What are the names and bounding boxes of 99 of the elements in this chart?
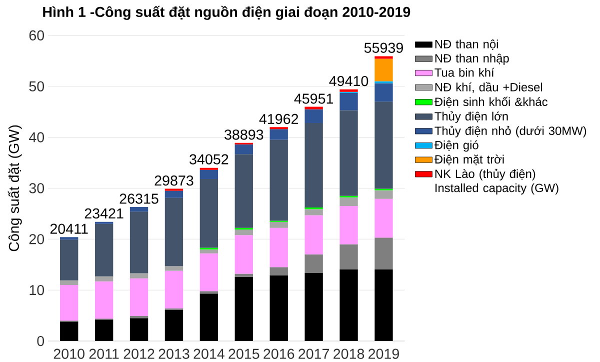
bar bbox=[374, 269, 393, 341]
annotation: 45951 bbox=[294, 93, 334, 104]
legend-label: Tua bin khí bbox=[434, 68, 494, 77]
bar bbox=[130, 318, 148, 341]
y-tick-label: 30 bbox=[29, 183, 44, 194]
bar bbox=[304, 215, 323, 254]
bar bbox=[340, 206, 358, 244]
x-tick-label: 2010 bbox=[54, 348, 84, 359]
bar bbox=[130, 278, 148, 316]
bar bbox=[164, 310, 184, 341]
bar bbox=[94, 320, 114, 341]
bar bbox=[234, 276, 253, 341]
legend-label: Điện sinh khối &khác bbox=[434, 96, 548, 108]
y-tick-label: 0 bbox=[37, 336, 44, 346]
bar bbox=[374, 198, 393, 238]
bar bbox=[270, 128, 288, 140]
bar bbox=[60, 280, 78, 285]
x-tick-label: 2016 bbox=[264, 348, 294, 359]
bar bbox=[200, 290, 218, 294]
annotation: 29873 bbox=[154, 175, 194, 186]
bar bbox=[234, 154, 253, 228]
legend-label: NĐ than nội bbox=[435, 39, 498, 50]
x-tick-label: 2017 bbox=[298, 348, 330, 359]
legend-label: Điện gió bbox=[434, 140, 478, 152]
bar bbox=[340, 244, 358, 270]
bar bbox=[164, 190, 184, 198]
bar bbox=[340, 89, 358, 92]
bar bbox=[374, 56, 393, 59]
bar bbox=[60, 240, 78, 280]
bar bbox=[130, 273, 148, 278]
chart-title: Hình 1 -Công suất đặt nguồn điện giai đoạn 2010-2019 bbox=[43, 6, 410, 20]
bar bbox=[60, 284, 78, 321]
y-tick-label: 10 bbox=[30, 284, 44, 296]
annotation: 49410 bbox=[329, 76, 368, 86]
bar bbox=[270, 228, 288, 268]
bar bbox=[374, 58, 393, 82]
x-tick-label: 2011 bbox=[89, 348, 119, 359]
bar bbox=[374, 190, 393, 199]
annotation: 55939 bbox=[364, 42, 403, 53]
y-tick-label: 60 bbox=[29, 30, 44, 40]
bar bbox=[234, 144, 253, 154]
annotation: 20411 bbox=[50, 224, 88, 234]
bar bbox=[164, 266, 184, 271]
y-axis-title: Công suất đặt (GW) bbox=[8, 125, 22, 252]
bar bbox=[304, 109, 323, 123]
bar bbox=[164, 198, 184, 266]
bar bbox=[94, 224, 114, 276]
x-tick-label: 2013 bbox=[158, 348, 190, 359]
x-tick-label: 2015 bbox=[228, 348, 260, 359]
annotation: 41962 bbox=[259, 114, 298, 124]
bar bbox=[234, 274, 253, 277]
bar bbox=[60, 236, 78, 240]
bar bbox=[374, 101, 393, 189]
bar bbox=[340, 197, 358, 206]
bar bbox=[200, 253, 218, 291]
legend-label: Điện mặt trời bbox=[434, 154, 504, 166]
bar bbox=[374, 83, 393, 102]
text: Installed capacity (GW) bbox=[436, 183, 558, 194]
bar bbox=[200, 170, 218, 179]
legend-label: NĐ khí, dầu +Diesel bbox=[435, 82, 542, 93]
bar bbox=[374, 237, 393, 270]
annotation: 34052 bbox=[190, 154, 228, 164]
x-tick-label: 2012 bbox=[124, 348, 154, 359]
bar bbox=[340, 269, 358, 341]
bar bbox=[200, 178, 218, 248]
bar bbox=[60, 322, 78, 341]
legend-label: Thủy điện nhỏ (dưới 30MW) bbox=[434, 126, 586, 138]
bar bbox=[304, 208, 323, 216]
bar bbox=[304, 272, 323, 341]
legend-label: NĐ than nhập bbox=[435, 54, 509, 65]
annotation: 38893 bbox=[224, 129, 264, 140]
y-tick-label: 50 bbox=[29, 81, 44, 92]
legend-label: Thủy điện lớn bbox=[434, 111, 508, 123]
bar bbox=[234, 234, 253, 274]
y-tick-label: 20 bbox=[29, 234, 44, 244]
y-tick-label: 40 bbox=[29, 132, 44, 142]
bar bbox=[200, 249, 218, 254]
bar bbox=[200, 294, 218, 341]
bar bbox=[340, 92, 358, 110]
bar bbox=[130, 206, 148, 212]
bar bbox=[304, 106, 323, 110]
bar bbox=[304, 254, 323, 273]
legend-label: NK Lào (thủy điện) bbox=[435, 168, 536, 180]
x-tick-label: 2018 bbox=[334, 348, 364, 359]
bar bbox=[270, 275, 288, 341]
x-tick-label: 2019 bbox=[368, 348, 399, 359]
bar bbox=[270, 140, 288, 221]
bar bbox=[164, 270, 184, 308]
annotation: 26315 bbox=[120, 194, 158, 204]
bar bbox=[94, 281, 114, 318]
bar bbox=[340, 110, 358, 196]
annotation: 23421 bbox=[84, 208, 124, 218]
bar bbox=[304, 122, 323, 208]
bar bbox=[270, 222, 288, 228]
bar bbox=[130, 212, 148, 274]
x-tick-label: 2014 bbox=[194, 348, 224, 359]
bar bbox=[234, 229, 253, 235]
bar bbox=[94, 276, 114, 282]
bar bbox=[270, 267, 288, 276]
